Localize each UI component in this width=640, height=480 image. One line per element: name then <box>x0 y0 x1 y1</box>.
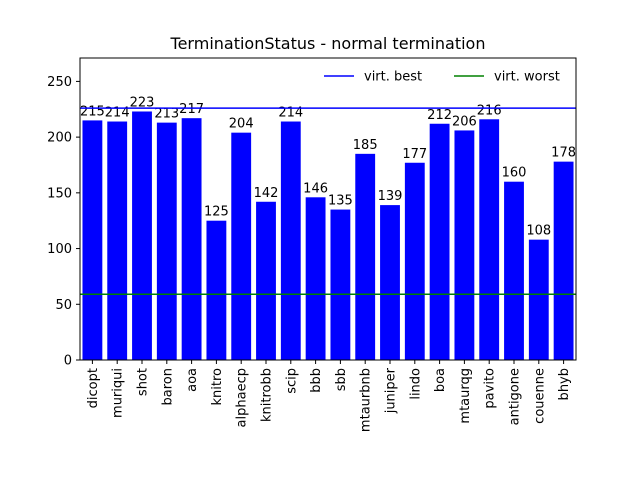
bar-aoa <box>181 118 202 361</box>
x-tick-label-sbb: sbb <box>334 368 349 391</box>
data-label-knitrobb: 142 <box>254 186 279 201</box>
x-tick-label-scip: scip <box>284 368 299 394</box>
bar-mtaurqg <box>454 130 475 360</box>
x-tick-label-pavito: pavito <box>483 368 498 409</box>
bar-bhyb <box>553 161 574 360</box>
x-tick-label-aoa: aoa <box>185 368 200 392</box>
data-label-couenne: 108 <box>526 224 551 239</box>
x-tick-label-boa: boa <box>433 368 448 392</box>
x-tick-label-mtaurbnb: mtaurbnb <box>359 368 374 432</box>
x-tick-label-juniper: juniper <box>384 367 399 414</box>
x-tick-label-knitrobb: knitrobb <box>260 368 275 422</box>
bar-mtaurbnb <box>355 153 376 360</box>
bar-shot <box>132 111 152 361</box>
data-label-mtaurqg: 206 <box>452 114 477 129</box>
bar-alphaecp <box>231 132 252 360</box>
x-tick-label-mtaurqg: mtaurqg <box>458 368 473 424</box>
legend: virt. best virt. worst <box>324 70 560 85</box>
legend-label-1: virt. worst <box>494 70 560 85</box>
x-tick-label-bhyb: bhyb <box>557 368 572 400</box>
data-label-boa: 212 <box>427 108 452 123</box>
x-tick-label-knitro: knitro <box>210 368 225 406</box>
data-label-dicopt: 215 <box>80 104 105 119</box>
data-label-pavito: 216 <box>477 103 502 118</box>
y-tick-label-250: 250 <box>47 75 72 90</box>
x-tick-label-shot: shot <box>136 368 151 396</box>
bar-knitrobb <box>256 201 276 360</box>
y-tick-label-150: 150 <box>47 186 72 201</box>
data-label-scip: 214 <box>278 106 303 121</box>
bar-pavito <box>479 119 500 360</box>
bar-juniper <box>380 205 400 360</box>
data-label-knitro: 125 <box>204 205 229 220</box>
x-tick-label-antigone: antigone <box>508 368 523 425</box>
data-label-baron: 213 <box>154 107 179 122</box>
y-tick-label-50: 50 <box>55 298 72 313</box>
data-label-shot: 223 <box>130 95 155 110</box>
bar-knitro <box>206 220 227 360</box>
x-tick-label-lindo: lindo <box>408 368 423 400</box>
bar-baron <box>156 122 177 360</box>
data-label-alphaecp: 204 <box>229 117 254 132</box>
reference-lines-group <box>80 107 576 295</box>
bar-scip <box>280 121 301 361</box>
bar-couenne <box>528 239 549 360</box>
bar-bbb <box>305 197 326 360</box>
bars-group <box>82 111 574 361</box>
data-label-aoa: 217 <box>179 102 204 117</box>
x-tick-label-alphaecp: alphaecp <box>235 368 250 427</box>
x-tick-label-dicopt: dicopt <box>86 368 101 408</box>
x-tick-label-couenne: couenne <box>532 368 547 424</box>
data-label-antigone: 160 <box>502 166 527 181</box>
x-tick-label-bbb: bbb <box>309 368 324 393</box>
data-label-bbb: 146 <box>303 181 328 196</box>
y-tick-label-100: 100 <box>47 242 72 257</box>
bar-boa <box>429 123 450 360</box>
data-label-mtaurbnb: 185 <box>353 138 378 153</box>
data-label-muriqui: 214 <box>105 106 130 121</box>
y-tick-label-0: 0 <box>64 354 72 369</box>
plot-frame <box>79 57 577 361</box>
bar-antigone <box>504 181 524 360</box>
bar-dicopt <box>82 120 103 360</box>
data-label-juniper: 139 <box>378 189 403 204</box>
bar-muriqui <box>107 121 128 361</box>
legend-label-0: virt. best <box>364 70 422 85</box>
y-tick-label-200: 200 <box>47 131 72 146</box>
bar-sbb <box>330 209 351 360</box>
data-label-bhyb: 178 <box>551 146 576 161</box>
x-tick-label-baron: baron <box>160 368 175 405</box>
bar-lindo <box>404 162 425 360</box>
data-label-sbb: 135 <box>328 194 353 209</box>
data-label-lindo: 177 <box>402 147 427 162</box>
chart-title: TerminationStatus - normal termination <box>170 34 486 53</box>
y-axis: 0 50 100 150 200 250 <box>47 75 80 369</box>
x-tick-label-muriqui: muriqui <box>111 368 126 418</box>
x-axis: dicopt muriqui shot baron aoa knitro alphaecp k… <box>86 360 572 432</box>
